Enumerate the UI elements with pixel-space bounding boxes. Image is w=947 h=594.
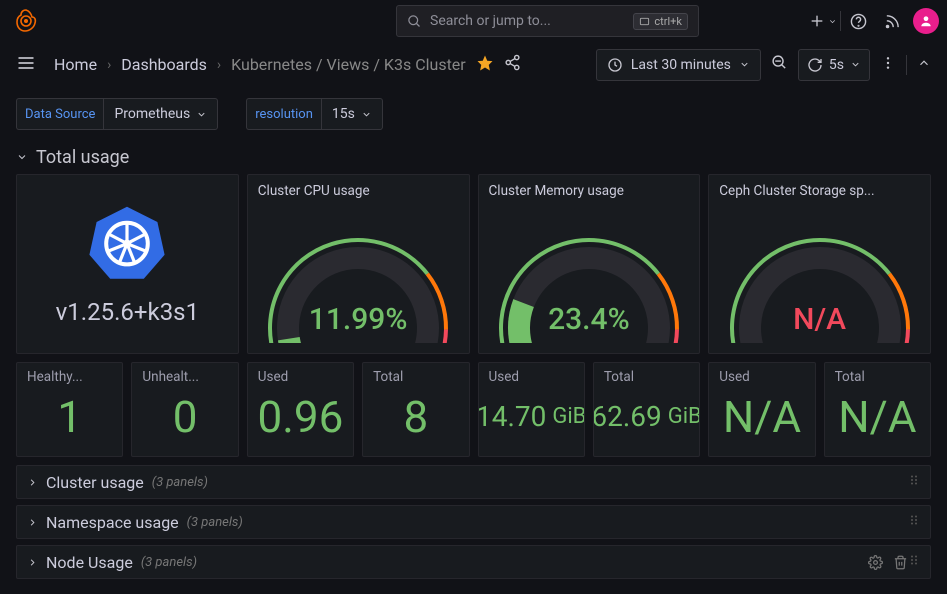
search-kbd-hint: ctrl+k xyxy=(633,13,688,30)
panel-memory-gauge[interactable]: Cluster Memory usage 23.4% xyxy=(478,174,701,354)
collapsed-section-row[interactable]: Namespace usage (3 panels) xyxy=(16,505,931,539)
gauge-value: 23.4% xyxy=(548,302,630,337)
gauge-value: N/A xyxy=(793,302,846,337)
drag-handle-icon[interactable] xyxy=(908,552,920,572)
chevron-down-icon xyxy=(361,109,372,120)
gauge-value: 11.99% xyxy=(309,302,408,337)
chevron-down-icon xyxy=(196,109,207,120)
more-button[interactable] xyxy=(880,55,896,75)
var-datasource-label: Data Source xyxy=(16,98,103,130)
chevron-right-icon xyxy=(27,517,38,528)
breadcrumb-separator: › xyxy=(217,57,221,73)
breadcrumb-separator: › xyxy=(107,57,111,73)
chevron-down-icon xyxy=(16,151,28,163)
stat-value: 62.69 GiB xyxy=(604,385,689,448)
search-placeholder: Search or jump to... xyxy=(430,13,551,29)
stat-label: Healthy... xyxy=(27,369,112,385)
stat-value: 8 xyxy=(373,385,458,448)
panel-storage-gauge[interactable]: Ceph Cluster Storage sp... N/A xyxy=(708,174,931,354)
user-icon xyxy=(919,14,933,28)
stat-panel[interactable]: Total62.69 GiB xyxy=(593,362,700,457)
breadcrumb-current: Kubernetes / Views / K3s Cluster xyxy=(231,55,466,74)
k8s-version-text: v1.25.6+k3s1 xyxy=(56,298,199,326)
stat-label: Used xyxy=(719,369,804,385)
stat-panel[interactable]: Healthy...1 xyxy=(16,362,123,457)
chevron-right-icon xyxy=(27,557,38,568)
dashboard-content: Total usage xyxy=(0,140,947,594)
time-range-label: Last 30 minutes xyxy=(631,57,731,73)
chevron-down-icon xyxy=(828,17,837,26)
panels-row-2: Healthy...1Unhealt...0Used0.96Total8Used… xyxy=(16,362,931,457)
collapsed-section-row[interactable]: Cluster usage (3 panels) xyxy=(16,465,931,499)
section-title: Namespace usage xyxy=(46,513,179,532)
section-panel-count: (3 panels) xyxy=(141,555,197,570)
zoom-out-button[interactable] xyxy=(771,54,788,75)
clock-icon xyxy=(607,57,623,73)
panel-k8s-version[interactable]: v1.25.6+k3s1 xyxy=(16,174,239,354)
top-bar: Search or jump to... ctrl+k xyxy=(0,0,947,42)
stat-label: Total xyxy=(835,369,920,385)
stat-panel[interactable]: TotalN/A xyxy=(824,362,931,457)
stat-panel[interactable]: Unhealt...0 xyxy=(131,362,238,457)
stat-label: Total xyxy=(604,369,689,385)
panel-cpu-gauge[interactable]: Cluster CPU usage 11.99% xyxy=(247,174,470,354)
stat-label: Used xyxy=(258,369,343,385)
panel-title: Cluster Memory usage xyxy=(479,175,700,203)
refresh-icon xyxy=(807,57,823,73)
user-avatar[interactable] xyxy=(913,8,939,34)
stat-label: Total xyxy=(373,369,458,385)
section-title: Total usage xyxy=(36,147,129,168)
stat-value: 0.96 xyxy=(258,385,343,448)
stat-label: Used xyxy=(489,369,574,385)
star-dashboard-button[interactable] xyxy=(476,54,494,76)
collapsed-sections: Cluster usage (3 panels) Namespace usage… xyxy=(16,465,931,579)
stat-panel[interactable]: Total8 xyxy=(362,362,469,457)
refresh-picker[interactable]: 5s xyxy=(798,49,870,81)
stat-panel[interactable]: Used0.96 xyxy=(247,362,354,457)
chevron-right-icon xyxy=(27,477,38,488)
add-button[interactable] xyxy=(806,4,840,38)
panels-row-1: v1.25.6+k3s1 Cluster CPU usage 11.99% Cl… xyxy=(16,174,931,354)
section-panel-count: (3 panels) xyxy=(187,515,243,530)
panel-title: Ceph Cluster Storage sp... xyxy=(709,175,930,203)
section-total-usage-header[interactable]: Total usage xyxy=(16,140,931,174)
share-button[interactable] xyxy=(504,54,521,75)
grafana-logo-icon[interactable] xyxy=(12,7,40,35)
drag-handle-icon[interactable] xyxy=(908,472,920,492)
global-search-input[interactable]: Search or jump to... ctrl+k xyxy=(396,5,699,37)
help-button[interactable] xyxy=(841,4,875,38)
stat-panel[interactable]: UsedN/A xyxy=(708,362,815,457)
kubernetes-icon xyxy=(87,202,167,282)
panel-title: Cluster CPU usage xyxy=(248,175,469,203)
breadcrumb-dashboards[interactable]: Dashboards xyxy=(121,55,207,74)
news-button[interactable] xyxy=(875,4,909,38)
var-resolution-label: resolution xyxy=(246,98,321,130)
stat-value: 14.70 GiB xyxy=(489,385,574,448)
var-resolution-select[interactable]: 15s xyxy=(321,98,383,130)
collapse-kiosk-button[interactable] xyxy=(917,56,931,74)
variable-bar: Data Source Prometheus resolution 15s xyxy=(0,88,947,140)
stat-value: 0 xyxy=(142,385,227,448)
section-title: Cluster usage xyxy=(46,473,144,492)
time-range-picker[interactable]: Last 30 minutes xyxy=(596,49,761,81)
chevron-down-icon xyxy=(739,59,750,70)
breadcrumb-home[interactable]: Home xyxy=(54,55,97,74)
breadcrumb-toolbar: Home › Dashboards › Kubernetes / Views /… xyxy=(0,42,947,88)
stat-value: N/A xyxy=(835,385,920,448)
trash-icon[interactable] xyxy=(893,555,908,570)
menu-toggle-button[interactable] xyxy=(16,53,36,77)
stat-panel[interactable]: Used14.70 GiB xyxy=(478,362,585,457)
drag-handle-icon[interactable] xyxy=(908,512,920,532)
stat-value: 1 xyxy=(27,385,112,448)
section-title: Node Usage xyxy=(46,553,133,572)
section-panel-count: (3 panels) xyxy=(152,475,208,490)
stat-label: Unhealt... xyxy=(142,369,227,385)
var-datasource-select[interactable]: Prometheus xyxy=(103,98,218,130)
refresh-interval-label: 5s xyxy=(829,57,844,73)
gear-icon[interactable] xyxy=(868,555,883,570)
search-icon xyxy=(407,14,422,29)
stat-value: N/A xyxy=(719,385,804,448)
chevron-down-icon xyxy=(850,59,861,70)
collapsed-section-row[interactable]: Node Usage (3 panels) xyxy=(16,545,931,579)
